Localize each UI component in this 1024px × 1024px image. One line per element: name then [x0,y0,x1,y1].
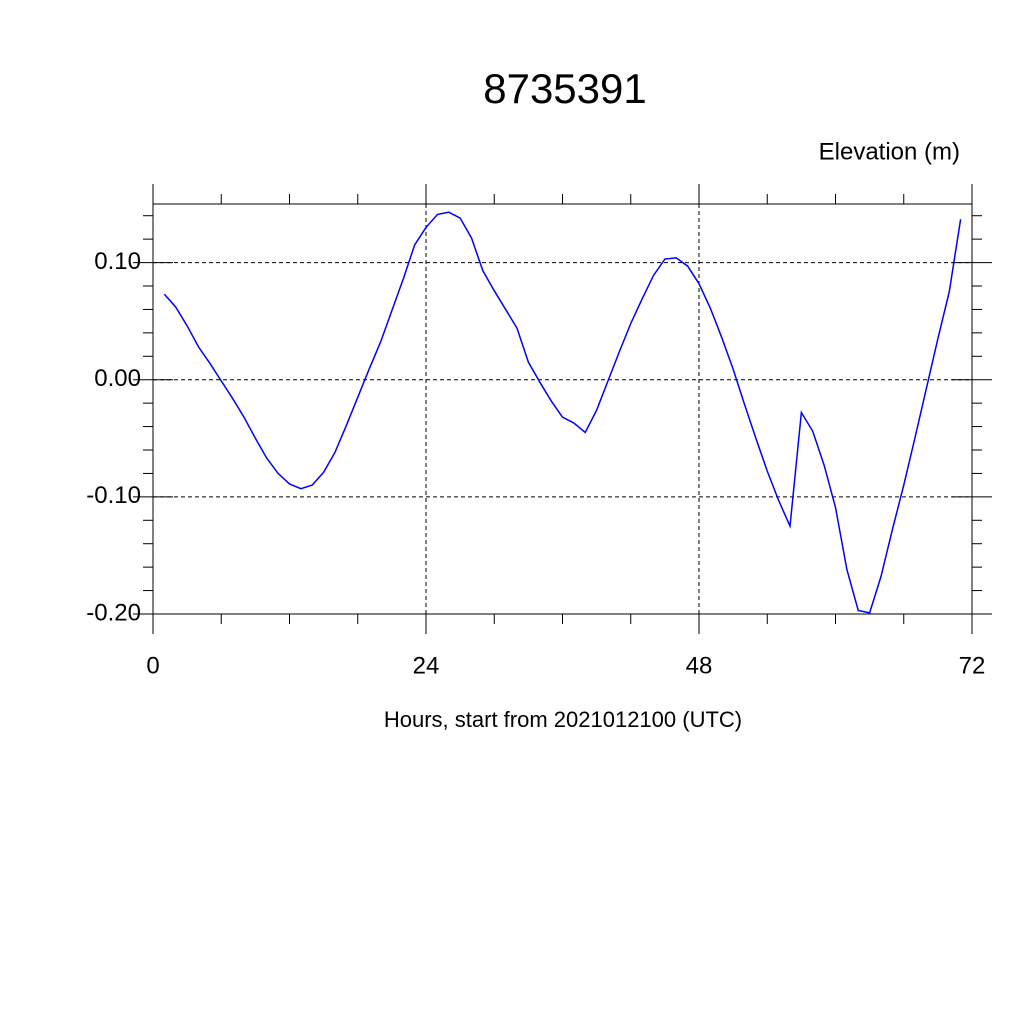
y-tick-label: 0.00 [94,365,141,392]
x-tick-label: 24 [413,652,440,679]
chart-subtitle: Elevation (m) [819,138,960,165]
y-tick-label: -0.20 [86,599,141,626]
x-tick-label: 0 [146,652,159,679]
y-tick-label: 0.10 [94,248,141,275]
x-axis-label: Hours, start from 2021012100 (UTC) [384,707,742,732]
data-line [163,211,962,614]
x-tick-label: 48 [686,652,713,679]
chart-title: 8735391 [483,65,647,112]
y-tick-label: -0.10 [86,482,141,509]
x-tick-label: 72 [959,652,986,679]
